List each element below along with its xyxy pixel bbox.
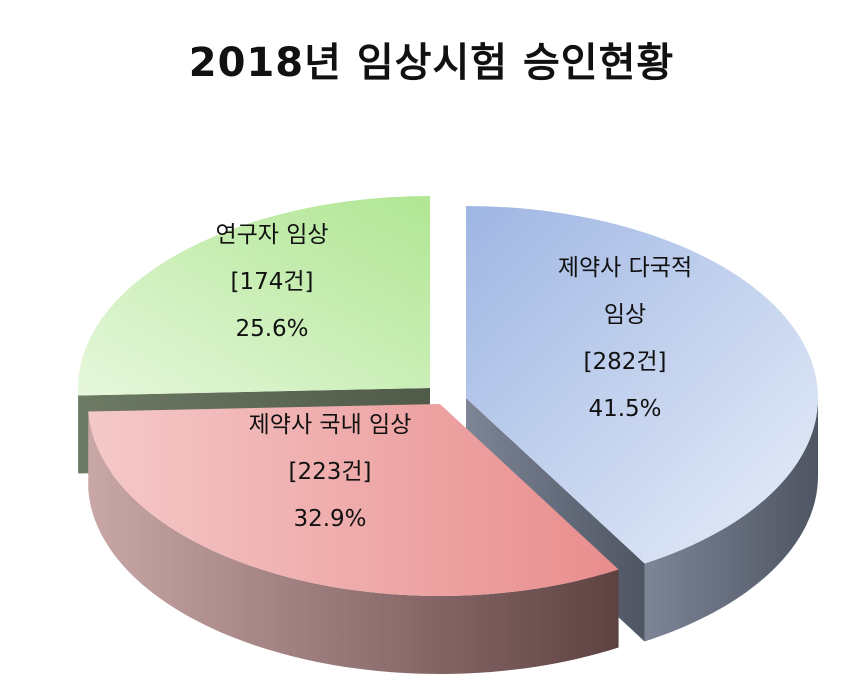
slice-name-label: 연구자 임상: [215, 222, 328, 248]
slice-investigator-top: [78, 196, 430, 396]
slice-name-label: 제약사 국내 임상: [249, 412, 412, 438]
slice-percent-label: 32.9%: [293, 506, 366, 532]
slice-percent-label: 25.6%: [235, 316, 308, 342]
slice-domestic-side: [88, 411, 619, 675]
slice-count-label: [282건]: [583, 349, 666, 375]
chart-title: 2018년 임상시험 승인현황: [188, 40, 675, 86]
slice-count-label: [223건]: [288, 459, 371, 485]
slice-count-label: [174건]: [230, 269, 313, 295]
slice-name-label: 임상: [604, 302, 646, 328]
slice-percent-label: 41.5%: [588, 396, 661, 422]
slice-name-label: 제약사 다국적: [558, 255, 692, 281]
slice-domestic: [88, 404, 619, 675]
slice-domestic-top: [88, 404, 619, 596]
slice-multinational-side: [644, 398, 818, 642]
slice-multinational-top: [466, 206, 818, 564]
